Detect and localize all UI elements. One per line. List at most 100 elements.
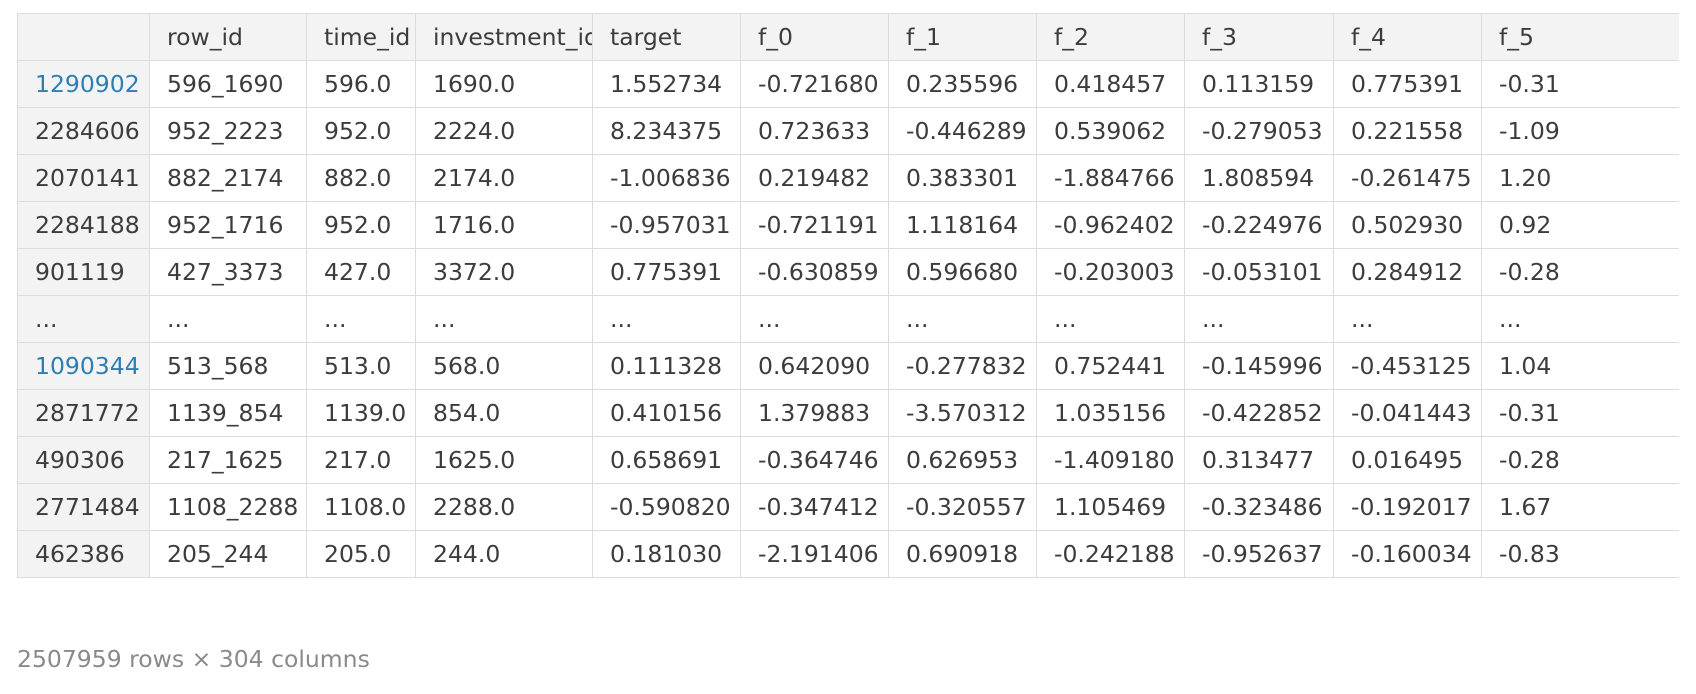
table-cell: 1625.0 [415, 436, 593, 484]
table-cell: 568.0 [415, 342, 593, 390]
table-cell: 1690.0 [415, 60, 593, 108]
table-cell: -0.203003 [1036, 248, 1185, 296]
table-cell: 0.723633 [740, 107, 889, 155]
table-cell: 0.221558 [1333, 107, 1482, 155]
column-header-f-0: f_0 [740, 13, 889, 61]
table-cell: ... [1333, 295, 1482, 343]
table-cell: 1716.0 [415, 201, 593, 249]
row-index[interactable]: 1290902 [17, 60, 150, 108]
table-cell: -0.277832 [888, 342, 1037, 390]
table-cell: -2.191406 [740, 530, 889, 578]
table-row: 2070141 882_2174 882.0 2174.0 -1.006836 0.219… [17, 154, 1679, 202]
table-cell: -3.570312 [888, 389, 1037, 437]
table-cell: 854.0 [415, 389, 593, 437]
table-cell: 596_1690 [149, 60, 307, 108]
table-row: 901119 427_3373 427.0 3372.0 0.775391 -0.6308… [17, 248, 1679, 296]
table-cell: 0.313477 [1184, 436, 1334, 484]
row-index: 2284606 [17, 107, 150, 155]
table-cell: 952_2223 [149, 107, 307, 155]
table-cell: ... [1036, 295, 1185, 343]
row-index: 462386 [17, 530, 150, 578]
table-cell: 0.181030 [592, 530, 741, 578]
table-cell: 0.502930 [1333, 201, 1482, 249]
row-index: ... [17, 295, 150, 343]
table-cell: 0.016495 [1333, 436, 1482, 484]
index-header [17, 13, 150, 61]
table-cell: 0.690918 [888, 530, 1037, 578]
table-cell: -0.31 [1481, 389, 1679, 437]
table-cell: 0.752441 [1036, 342, 1185, 390]
table-cell: -0.279053 [1184, 107, 1334, 155]
row-index: 2871772 [17, 389, 150, 437]
table-row: 1090344 513_568 513.0 568.0 0.111328 0.642090… [17, 342, 1679, 390]
table-cell: 1.035156 [1036, 389, 1185, 437]
table-cell: -1.409180 [1036, 436, 1185, 484]
table-cell: ... [1481, 295, 1679, 343]
table-row: 2284188 952_1716 952.0 1716.0 -0.957031 -0.72… [17, 201, 1679, 249]
table-cell: -0.630859 [740, 248, 889, 296]
row-index[interactable]: 1090344 [17, 342, 150, 390]
table-cell: ... [592, 295, 741, 343]
table-cell: -0.957031 [592, 201, 741, 249]
table-cell: 882_2174 [149, 154, 307, 202]
table-cell: 1.20 [1481, 154, 1679, 202]
column-header-f-5: f_5 [1481, 13, 1679, 61]
table-cell: 0.235596 [888, 60, 1037, 108]
row-index: 901119 [17, 248, 150, 296]
table-cell: 1.67 [1481, 483, 1679, 531]
table-cell: 217_1625 [149, 436, 307, 484]
table-cell: -1.006836 [592, 154, 741, 202]
table-cell: 8.234375 [592, 107, 741, 155]
table-cell: -1.884766 [1036, 154, 1185, 202]
table-row: 2771484 1108_2288 1108.0 2288.0 -0.590820 -0.… [17, 483, 1679, 531]
column-header-f-2: f_2 [1036, 13, 1185, 61]
table-cell: ... [740, 295, 889, 343]
table-cell: 0.658691 [592, 436, 741, 484]
table-cell: -0.590820 [592, 483, 741, 531]
column-header-f-4: f_4 [1333, 13, 1482, 61]
table-cell: -0.224976 [1184, 201, 1334, 249]
table-cell: -0.160034 [1333, 530, 1482, 578]
row-index: 2284188 [17, 201, 150, 249]
table-cell: 513.0 [306, 342, 416, 390]
table-row: 2871772 1139_854 1139.0 854.0 0.410156 1.3798… [17, 389, 1679, 437]
table-cell: 0.626953 [888, 436, 1037, 484]
table-cell: -0.962402 [1036, 201, 1185, 249]
table-row: 490306 217_1625 217.0 1625.0 0.658691 -0.3647… [17, 436, 1679, 484]
table-cell: 244.0 [415, 530, 593, 578]
table-cell: 1.105469 [1036, 483, 1185, 531]
column-header-target: target [592, 13, 741, 61]
table-cell: 3372.0 [415, 248, 593, 296]
table-cell: -0.28 [1481, 436, 1679, 484]
table-cell: 217.0 [306, 436, 416, 484]
table-row: 462386 205_244 205.0 244.0 0.181030 -2.191406… [17, 530, 1679, 578]
table-cell: ... [415, 295, 593, 343]
table-cell: 1108_2288 [149, 483, 307, 531]
table-cell: -0.145996 [1184, 342, 1334, 390]
table-cell: ... [306, 295, 416, 343]
table-cell: 952_1716 [149, 201, 307, 249]
table-cell: -0.721680 [740, 60, 889, 108]
table-cell: ... [888, 295, 1037, 343]
table-cell: 0.219482 [740, 154, 889, 202]
table-cell: 427_3373 [149, 248, 307, 296]
table-cell: 0.92 [1481, 201, 1679, 249]
table-row: 2284606 952_2223 952.0 2224.0 8.234375 0.7236… [17, 107, 1679, 155]
column-header-time-id: time_id [306, 13, 416, 61]
table-cell: -0.320557 [888, 483, 1037, 531]
table-cell: 0.775391 [1333, 60, 1482, 108]
dataframe-scroll-area[interactable]: row_id time_id investment_id target f_0 … [17, 13, 1679, 591]
column-header-investment-id: investment_id [415, 13, 593, 61]
table-cell: -0.952637 [1184, 530, 1334, 578]
table-cell: -0.422852 [1184, 389, 1334, 437]
table-cell: 1139_854 [149, 389, 307, 437]
table-cell: 0.383301 [888, 154, 1037, 202]
table-cell: ... [1184, 295, 1334, 343]
table-cell: 0.596680 [888, 248, 1037, 296]
table-cell: -1.09 [1481, 107, 1679, 155]
table-cell: 882.0 [306, 154, 416, 202]
table-cell: -0.041443 [1333, 389, 1482, 437]
table-cell: -0.347412 [740, 483, 889, 531]
table-cell: -0.31 [1481, 60, 1679, 108]
table-cell: -0.721191 [740, 201, 889, 249]
